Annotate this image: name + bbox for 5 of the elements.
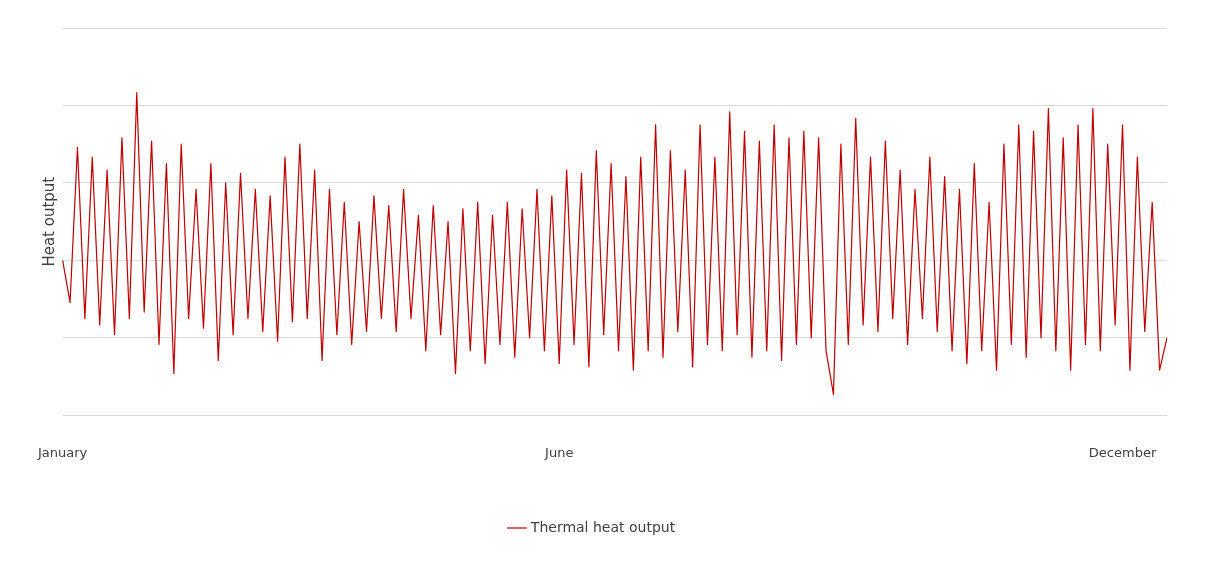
x-tick-label: January xyxy=(36,444,88,460)
x-tick-label: June xyxy=(544,444,574,460)
x-tick-label: December xyxy=(1088,444,1157,460)
legend-label: Thermal heat output xyxy=(529,518,676,535)
y-axis-title: Heat output xyxy=(39,176,58,267)
